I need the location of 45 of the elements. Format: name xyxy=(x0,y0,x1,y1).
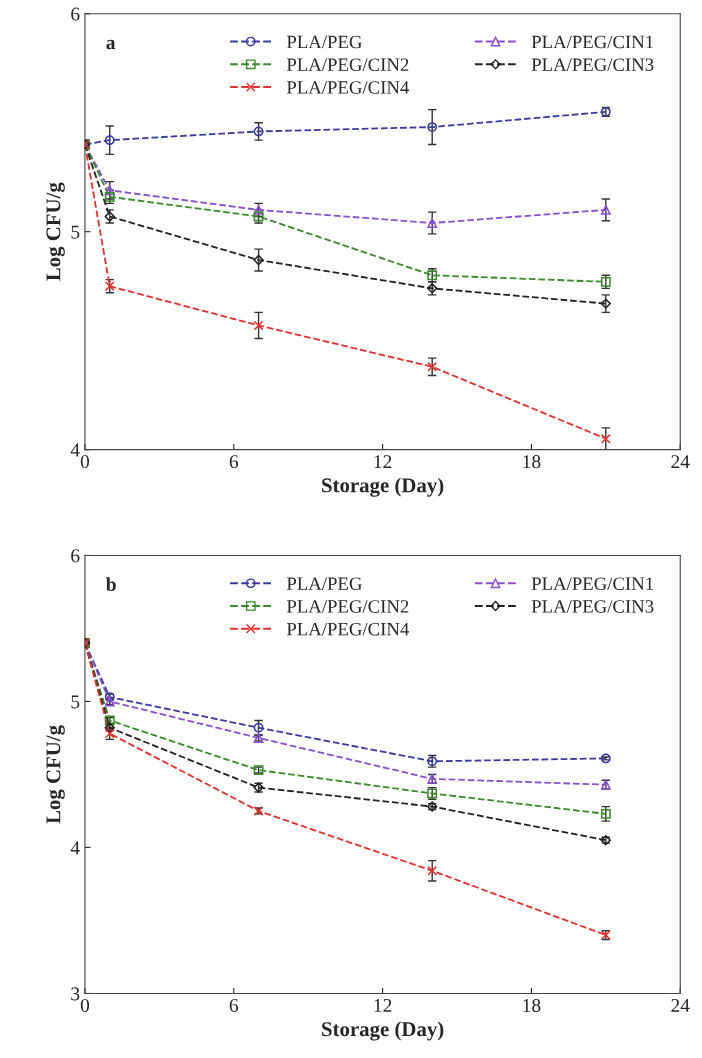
legend-label: PLA/PEG/CIN3 xyxy=(531,600,654,613)
legend-label: PLA/PEG/CIN2 xyxy=(286,600,409,613)
legend-label: PLA/PEG/CIN1 xyxy=(531,577,653,591)
legend-label: PLA/PEG/CIN2 xyxy=(286,58,409,72)
y-tick-label: 4 xyxy=(70,841,80,855)
x-tick-label: 0 xyxy=(80,998,90,1013)
y-tick-label: 4 xyxy=(70,443,80,457)
y-tick-label: 3 xyxy=(71,987,80,1001)
point xyxy=(427,361,438,372)
point xyxy=(253,254,264,266)
x-axis-title: Storage (Day) xyxy=(322,477,444,497)
x-tick-label: 12 xyxy=(374,998,392,1012)
legend-label: PLA/PEG/CIN4 xyxy=(286,81,410,94)
annotation: a xyxy=(106,39,116,50)
x-axis-title: Storage (Day) xyxy=(322,1021,444,1041)
y-axis-title: Log CFU/g xyxy=(46,182,65,281)
y-tick-label: 5 xyxy=(71,695,80,709)
x-tick-label: 18 xyxy=(523,998,541,1013)
legend-label: PLA/PEG/CIN1 xyxy=(531,35,653,49)
x-tick-label: 0 xyxy=(80,455,90,469)
y-axis-title: Log CFU/g xyxy=(46,725,65,824)
y-tick-label: 6 xyxy=(71,549,80,563)
legend-label: PLA/PEG/CIN3 xyxy=(531,58,654,72)
annotation: b xyxy=(106,577,116,591)
legend-label: PLA/PEG/CIN4 xyxy=(286,622,410,636)
point xyxy=(600,433,611,444)
x-tick-label: 6 xyxy=(229,455,239,469)
point xyxy=(427,122,438,133)
legend-label: PLA/PEG xyxy=(286,35,362,49)
x-tick-label: 24 xyxy=(671,998,690,1012)
point xyxy=(253,126,264,137)
y-tick-label: 5 xyxy=(71,225,80,239)
point xyxy=(104,135,115,146)
x-tick-label: 12 xyxy=(374,455,392,468)
legend-label: PLA/PEG xyxy=(286,577,362,591)
x-tick-label: 18 xyxy=(523,455,541,469)
point xyxy=(253,320,264,331)
x-tick-label: 24 xyxy=(671,455,690,468)
y-tick-label: 6 xyxy=(71,7,80,21)
point xyxy=(427,218,438,228)
point xyxy=(427,865,438,876)
point xyxy=(600,298,612,309)
x-tick-label: 6 xyxy=(229,998,239,1013)
point xyxy=(104,185,115,196)
point xyxy=(600,204,611,215)
